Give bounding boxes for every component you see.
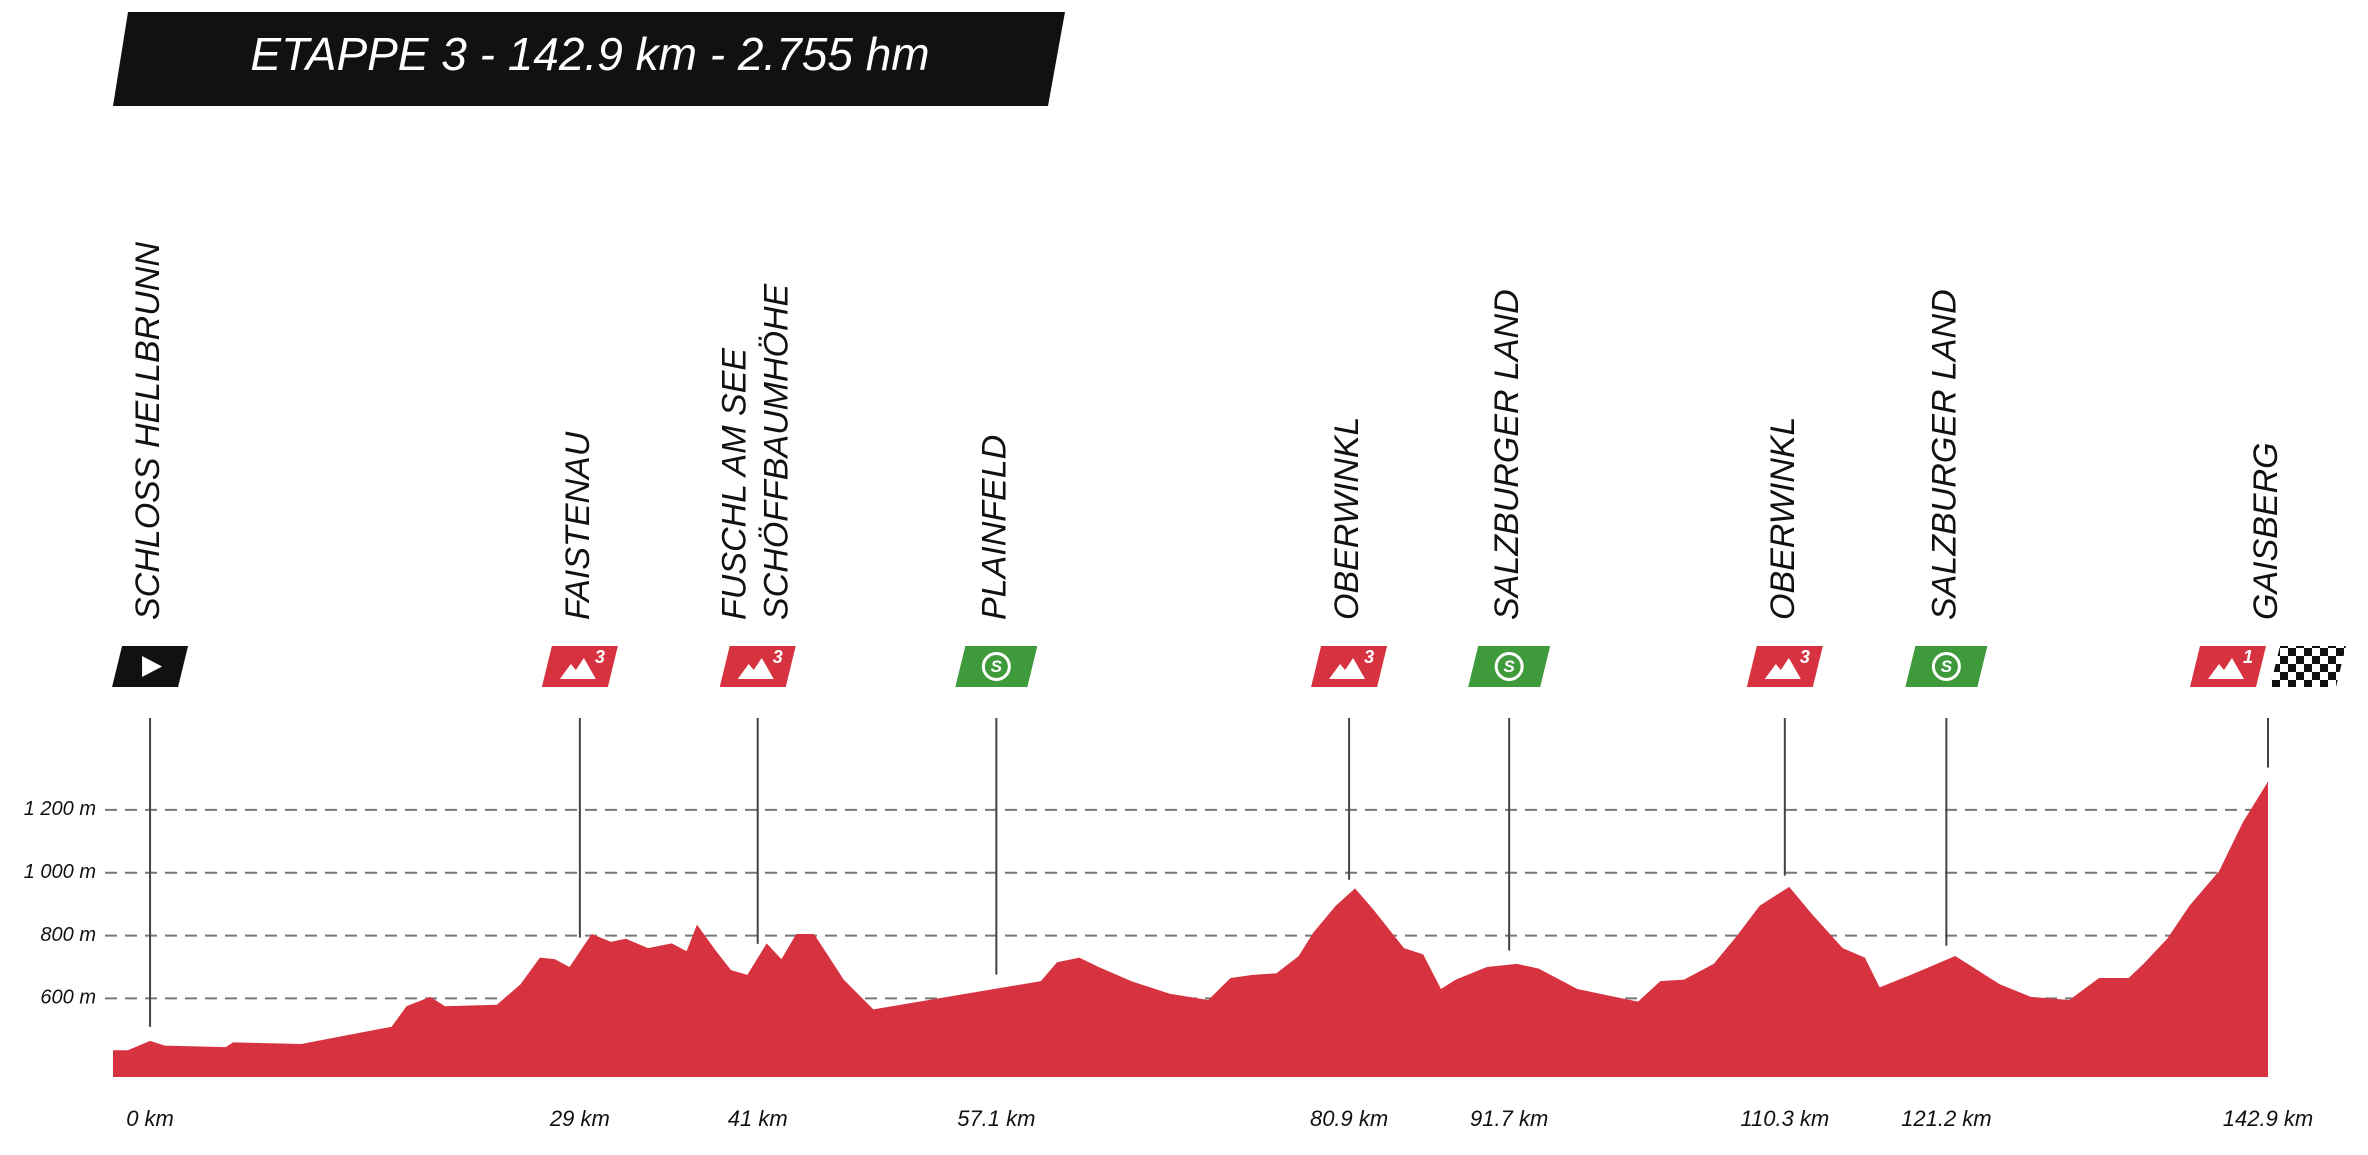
waypoint-name: OBERWINKL bbox=[1328, 417, 1366, 620]
badge: 3 bbox=[1746, 646, 1823, 687]
waypoint-name: FUSCHL AM SEE bbox=[716, 348, 754, 620]
badge bbox=[2270, 646, 2346, 687]
km-label: 80.9 km bbox=[1310, 1106, 1388, 1131]
sprint-letter: S bbox=[1941, 657, 1953, 676]
waypoint-name: PLAINFELD bbox=[975, 435, 1013, 620]
kom-category: 3 bbox=[773, 647, 783, 667]
badge: 3 bbox=[541, 646, 618, 687]
waypoint-name: OBERWINKL bbox=[1764, 417, 1802, 620]
waypoint-name: FAISTENAU bbox=[559, 431, 597, 620]
sprint-letter: S bbox=[1503, 657, 1515, 676]
finish-badge bbox=[2270, 646, 2346, 687]
km-label: 57.1 km bbox=[957, 1106, 1035, 1131]
badge: S bbox=[955, 646, 1038, 687]
waypoint-name: SALZBURGER LAND bbox=[1488, 289, 1526, 620]
kom-icon bbox=[737, 658, 774, 679]
kom-icon bbox=[1329, 658, 1366, 679]
sprint-icon bbox=[981, 652, 1011, 681]
chart-title: ETAPPE 3 - 142.9 km - 2.755 hm bbox=[250, 28, 929, 80]
waypoint-name: SCHLOSS HELLBRUNN bbox=[129, 242, 167, 620]
badge: S bbox=[1905, 646, 1988, 687]
elevation-area bbox=[113, 781, 2268, 1077]
km-label: 29 km bbox=[549, 1106, 610, 1131]
sprint-icon bbox=[1931, 652, 1961, 681]
km-label: 121.2 km bbox=[1901, 1106, 1992, 1131]
y-tick-label: 1 200 m bbox=[24, 798, 96, 820]
sprint-badge bbox=[1905, 646, 1988, 687]
title-banner bbox=[113, 12, 1065, 106]
kom-category: 3 bbox=[595, 647, 605, 667]
kom-category: 3 bbox=[1800, 647, 1810, 667]
sprint-badge bbox=[1468, 646, 1551, 687]
y-tick-label: 800 m bbox=[40, 924, 96, 946]
start-icon bbox=[142, 656, 163, 677]
km-label: 142.9 km bbox=[2223, 1106, 2314, 1131]
kom-category: 3 bbox=[1364, 647, 1374, 667]
waypoint-name: GAISBERG bbox=[2247, 442, 2285, 620]
km-label: 41 km bbox=[728, 1106, 788, 1131]
kom-category: 1 bbox=[2243, 647, 2253, 667]
badge bbox=[112, 646, 189, 687]
kom-icon bbox=[559, 658, 596, 679]
badge: S bbox=[1468, 646, 1551, 687]
sprint-letter: S bbox=[991, 657, 1003, 676]
badge: 3 bbox=[1311, 646, 1388, 687]
km-label: 110.3 km bbox=[1740, 1106, 1829, 1131]
kom-icon bbox=[2208, 658, 2244, 679]
km-label: 0 km bbox=[126, 1106, 174, 1131]
y-tick-label: 600 m bbox=[40, 987, 96, 1009]
sprint-badge bbox=[955, 646, 1038, 687]
waypoint-name: SCHÖFFBAUMHÖHE bbox=[758, 283, 796, 620]
kom-icon bbox=[1764, 658, 1801, 679]
sprint-icon bbox=[1494, 652, 1524, 681]
badge: 3 bbox=[719, 646, 796, 687]
y-tick-label: 1 000 m bbox=[24, 861, 96, 883]
badge: 1 bbox=[2190, 646, 2266, 687]
km-label: 91.7 km bbox=[1470, 1106, 1548, 1131]
waypoint-name: SALZBURGER LAND bbox=[1925, 289, 1963, 620]
